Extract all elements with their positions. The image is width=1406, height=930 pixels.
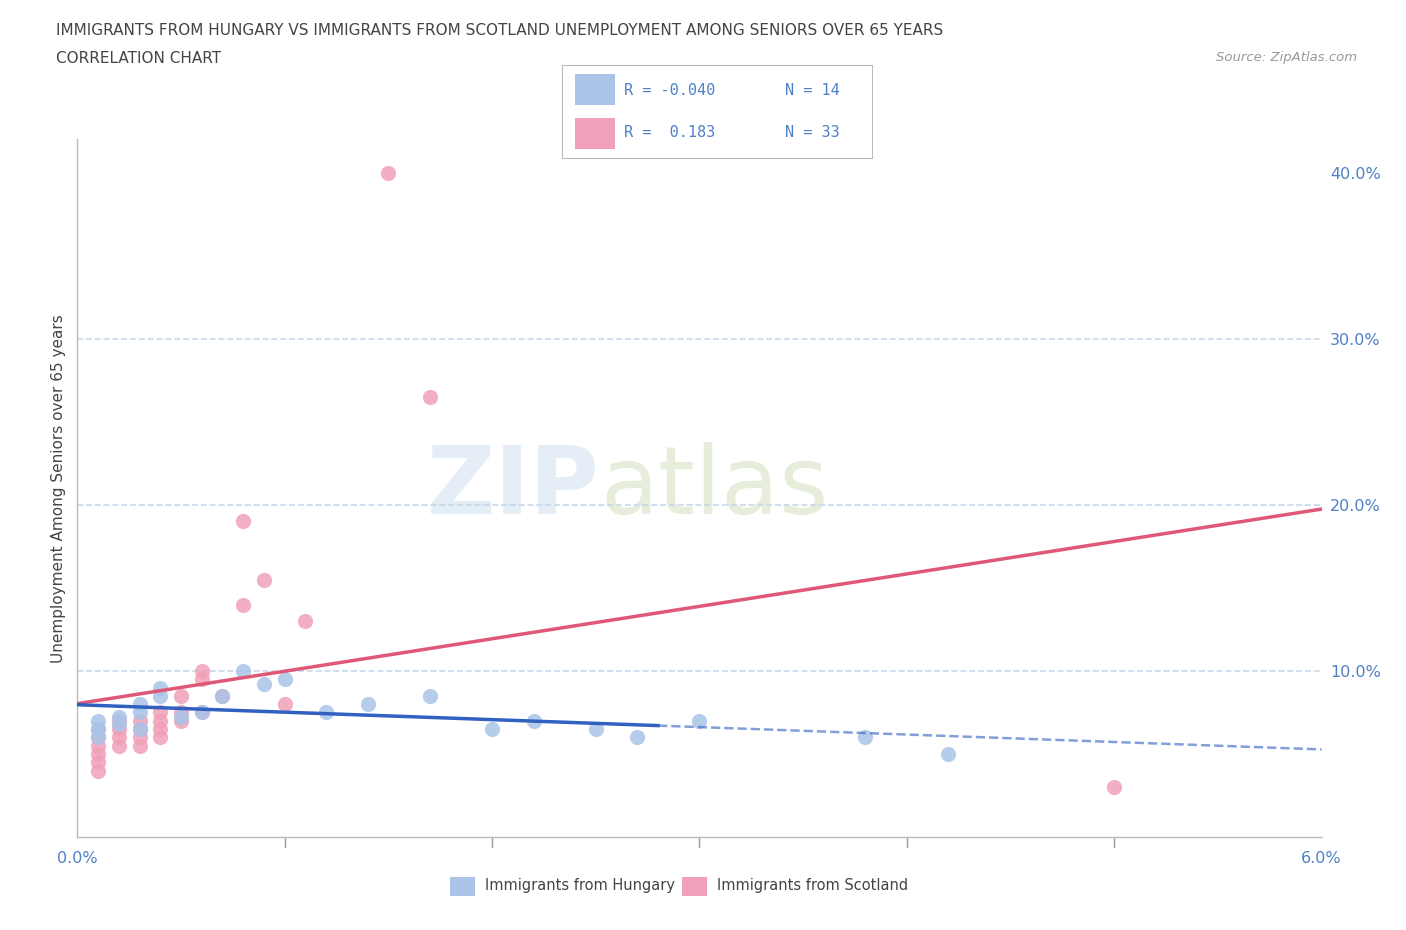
Point xyxy=(232,514,254,529)
Point xyxy=(128,722,150,737)
Point xyxy=(87,713,110,728)
Point xyxy=(377,166,399,180)
Point xyxy=(938,747,960,762)
Text: atlas: atlas xyxy=(600,443,828,534)
Point xyxy=(170,688,193,703)
Point xyxy=(626,730,648,745)
Point xyxy=(87,722,110,737)
Point xyxy=(315,705,337,720)
Point xyxy=(87,755,110,770)
Point xyxy=(149,705,172,720)
Point xyxy=(128,730,150,745)
Point xyxy=(523,713,546,728)
Text: R =  0.183: R = 0.183 xyxy=(624,126,716,140)
Point xyxy=(128,705,150,720)
FancyBboxPatch shape xyxy=(575,74,614,105)
Point xyxy=(87,747,110,762)
Text: Immigrants from Scotland: Immigrants from Scotland xyxy=(717,878,908,893)
Point xyxy=(128,722,150,737)
Text: CORRELATION CHART: CORRELATION CHART xyxy=(56,51,221,66)
Point xyxy=(585,722,607,737)
Text: R = -0.040: R = -0.040 xyxy=(624,83,716,98)
Point xyxy=(191,663,214,678)
Point xyxy=(87,764,110,778)
Point xyxy=(274,697,297,711)
Point xyxy=(1104,779,1126,794)
Text: N = 33: N = 33 xyxy=(785,126,839,140)
Point xyxy=(855,730,877,745)
Point xyxy=(108,717,131,732)
Text: Source: ZipAtlas.com: Source: ZipAtlas.com xyxy=(1216,51,1357,64)
Point xyxy=(689,713,711,728)
Point xyxy=(128,738,150,753)
Point xyxy=(253,572,276,587)
Point xyxy=(253,677,276,692)
Point xyxy=(170,713,193,728)
Point xyxy=(191,705,214,720)
Point xyxy=(232,597,254,612)
Point xyxy=(108,730,131,745)
Text: Immigrants from Hungary: Immigrants from Hungary xyxy=(485,878,675,893)
Point xyxy=(170,705,193,720)
Point xyxy=(108,722,131,737)
Point xyxy=(481,722,503,737)
Text: 0.0%: 0.0% xyxy=(58,851,97,866)
Point xyxy=(357,697,380,711)
Point xyxy=(294,614,316,629)
Text: N = 14: N = 14 xyxy=(785,83,839,98)
FancyBboxPatch shape xyxy=(575,118,614,149)
Point xyxy=(232,663,254,678)
Point xyxy=(419,688,441,703)
Point xyxy=(128,713,150,728)
Text: 6.0%: 6.0% xyxy=(1302,851,1341,866)
Text: IMMIGRANTS FROM HUNGARY VS IMMIGRANTS FROM SCOTLAND UNEMPLOYMENT AMONG SENIORS O: IMMIGRANTS FROM HUNGARY VS IMMIGRANTS FR… xyxy=(56,23,943,38)
Point xyxy=(149,722,172,737)
Point xyxy=(87,722,110,737)
Point xyxy=(108,738,131,753)
Text: ZIP: ZIP xyxy=(427,443,600,534)
Point xyxy=(149,680,172,695)
Y-axis label: Unemployment Among Seniors over 65 years: Unemployment Among Seniors over 65 years xyxy=(51,314,66,662)
Point xyxy=(149,688,172,703)
Point xyxy=(108,713,131,728)
Point xyxy=(191,671,214,686)
Point xyxy=(191,705,214,720)
Point xyxy=(211,688,233,703)
Point xyxy=(87,730,110,745)
Point xyxy=(87,738,110,753)
Point xyxy=(149,713,172,728)
Point xyxy=(274,671,297,686)
Point xyxy=(211,688,233,703)
Point xyxy=(149,730,172,745)
Point xyxy=(108,710,131,724)
Point xyxy=(170,710,193,724)
Point xyxy=(419,390,441,405)
Point xyxy=(128,697,150,711)
Point xyxy=(87,730,110,745)
